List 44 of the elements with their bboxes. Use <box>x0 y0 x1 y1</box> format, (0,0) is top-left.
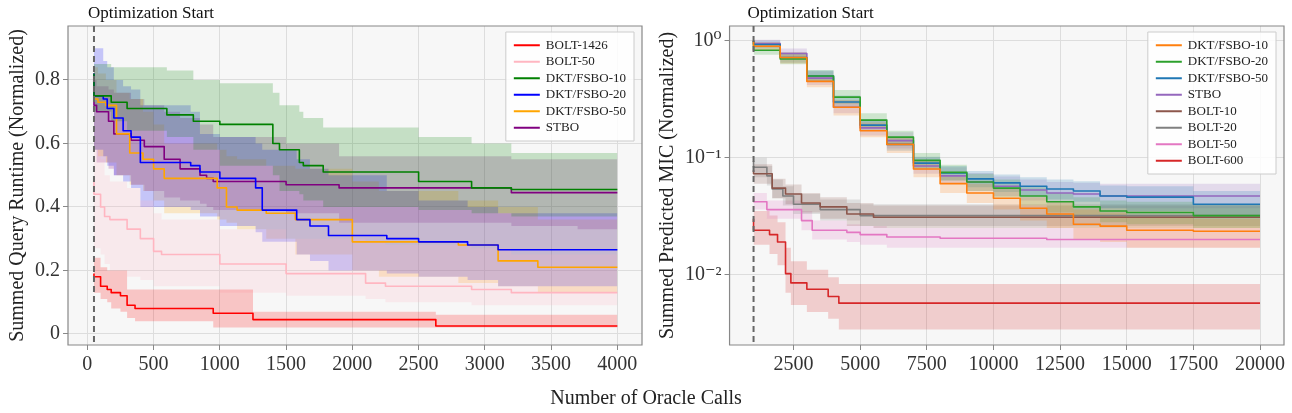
x-tick-label: 500 <box>138 352 169 375</box>
y-tick-label: 0.8 <box>35 67 60 90</box>
x-tick-label: 20000 <box>1235 352 1286 375</box>
y-tick-label: 10⁻² <box>684 261 722 284</box>
legend-label: DKT/FSBO-50 <box>545 102 627 118</box>
x-tick-label: 3500 <box>531 352 572 375</box>
y-axis-title: Summed Predicted MIC (Normalized) <box>655 31 679 340</box>
legend-label: STBO <box>1187 86 1222 102</box>
y-tick-label: 10⁰ <box>693 28 722 51</box>
x-tick-label: 5000 <box>840 352 881 375</box>
x-tick-label: 17500 <box>1168 352 1219 375</box>
x-tick-label: 1500 <box>266 352 307 375</box>
ref-line-label: Optimization Start <box>87 2 215 22</box>
legend-label: DKT/FSBO-20 <box>1187 53 1269 69</box>
y-tick-label: 0 <box>50 321 60 344</box>
legend-label: DKT/FSBO-20 <box>545 86 627 102</box>
ref-line-label: Optimization Start <box>747 2 874 22</box>
legend-label: BOLT-50 <box>545 53 595 69</box>
legend-label: BOLT-10 <box>1187 102 1237 118</box>
y-axis-title: Summed Query Runtime (Normalized) <box>5 29 29 342</box>
x-tick-label: 2000 <box>332 352 373 375</box>
x-axis-title: Number of Oracle Calls <box>549 386 743 409</box>
y-tick-label: 0.4 <box>35 194 60 217</box>
x-tick-label: 2500 <box>398 352 439 375</box>
y-tick-label: 10⁻¹ <box>684 144 722 167</box>
legend-label: STBO <box>545 119 580 135</box>
legend-label: BOLT-1426 <box>545 36 609 52</box>
x-tick-label: 3000 <box>464 352 505 375</box>
x-tick-label: 15000 <box>1101 352 1152 375</box>
legend-label: BOLT-20 <box>1187 119 1237 135</box>
x-tick-label: 7500 <box>906 352 947 375</box>
legend-label: BOLT-50 <box>1187 135 1237 151</box>
legend-label: DKT/FSBO-10 <box>1187 36 1269 52</box>
x-tick-label: 12500 <box>1035 352 1086 375</box>
x-tick-label: 4000 <box>597 352 638 375</box>
legend-label: DKT/FSBO-10 <box>545 69 627 85</box>
y-tick-label: 0.6 <box>35 130 60 153</box>
x-tick-label: 10000 <box>968 352 1019 375</box>
x-tick-label: 2500 <box>773 352 814 375</box>
x-tick-label: 1000 <box>199 352 240 375</box>
legend-label: DKT/FSBO-50 <box>1187 69 1269 85</box>
legend-label: BOLT-600 <box>1187 152 1244 168</box>
x-tick-label: 0 <box>82 352 93 375</box>
y-tick-label: 0.2 <box>35 257 60 280</box>
